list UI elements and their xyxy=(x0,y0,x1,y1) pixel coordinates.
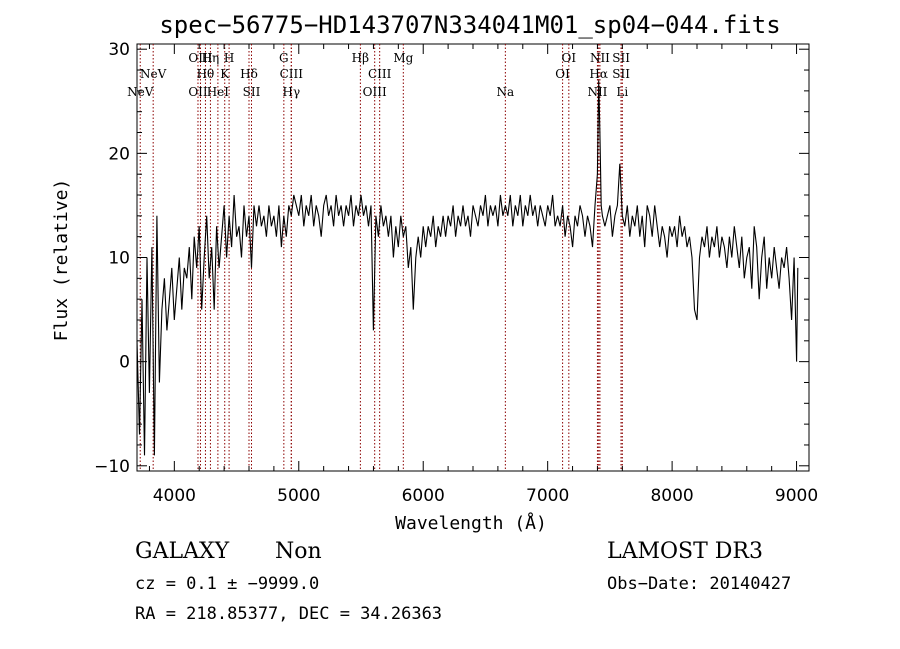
x-tick-label: 5000 xyxy=(277,486,320,506)
plot-area: NeV NeV OII OIII Hθ Hη HeI HK Hδ SII G CIII Hγ Hβ CIII… xyxy=(94,40,818,506)
emission-line-label: K xyxy=(220,67,230,81)
emission-line-label: Mg xyxy=(393,51,413,65)
y-tick-label: 0 xyxy=(119,353,130,373)
emission-line-label: Hβ xyxy=(352,51,369,65)
object-class: GALAXY xyxy=(135,539,230,564)
x-tick-label: 6000 xyxy=(402,486,445,506)
y-axis-label: Flux (relative) xyxy=(51,179,72,342)
emission-line-label: Hα xyxy=(589,67,608,81)
plot-frame xyxy=(136,43,810,472)
emission-line-label: NeV xyxy=(140,67,167,81)
emission-line-label: Li xyxy=(616,85,628,99)
redshift-value: cz = 0.1 ± −9999.0 xyxy=(135,574,319,594)
emission-line-label: CIII xyxy=(368,67,392,81)
object-subclass: Non xyxy=(275,539,322,564)
emission-line-label: SII xyxy=(612,67,630,81)
emission-line-label: OI xyxy=(562,51,577,65)
x-tick-label: 9000 xyxy=(775,486,818,506)
emission-line-label: H xyxy=(224,51,234,65)
emission-line-label: Hγ xyxy=(282,85,300,99)
emission-line-labels: NeV NeV OII OIII Hθ Hη HeI HK Hδ SII G CIII Hγ Hβ CIII… xyxy=(127,51,630,99)
y-tick-label: 20 xyxy=(108,144,130,164)
emission-line-label: Hδ xyxy=(240,67,258,81)
coordinates: RA = 218.85377, DEC = 34.26363 xyxy=(135,604,442,624)
x-tick-label: 4000 xyxy=(153,486,196,506)
x-tick-label: 7000 xyxy=(526,486,569,506)
spectrum-line xyxy=(136,80,799,456)
emission-line-label: OI xyxy=(555,67,570,81)
emission-line-label: OIII xyxy=(363,85,387,99)
emission-line-label: SII xyxy=(612,51,630,65)
y-tick-label: 10 xyxy=(108,249,130,269)
chart-title: spec−56775−HD143707N334041M01_sp04−044.f… xyxy=(159,11,780,39)
emission-line-label: G xyxy=(279,51,289,65)
x-axis-ticks: 4000 5000 6000 7000 8000 9000 xyxy=(148,44,818,506)
emission-line-label: SII xyxy=(243,85,261,99)
emission-line-label: Na xyxy=(497,85,515,99)
emission-line-label: CIII xyxy=(280,67,304,81)
spectrum-info: GALAXY Non LAMOST DR3 cz = 0.1 ± −9999.0… xyxy=(135,539,791,624)
emission-line-label: Hθ xyxy=(197,67,215,81)
emission-line-label: Hη xyxy=(202,51,220,65)
emission-line-label: NeV xyxy=(127,85,154,99)
emission-line-label: NII xyxy=(590,51,610,65)
y-tick-label: −10 xyxy=(94,457,130,477)
emission-line-label: OIII xyxy=(188,51,212,65)
emission-line-label: OII xyxy=(188,85,208,99)
emission-line-label: NII xyxy=(587,85,607,99)
survey-name: LAMOST DR3 xyxy=(607,539,763,564)
x-axis-label: Wavelength (Å) xyxy=(395,512,547,534)
observation-date: Obs−Date: 20140427 xyxy=(607,574,791,594)
y-axis-ticks: −10 0 10 20 30 xyxy=(94,40,809,477)
y-tick-label: 30 xyxy=(108,40,130,60)
x-tick-label: 8000 xyxy=(650,486,693,506)
emission-line-label: HeI xyxy=(207,85,230,99)
